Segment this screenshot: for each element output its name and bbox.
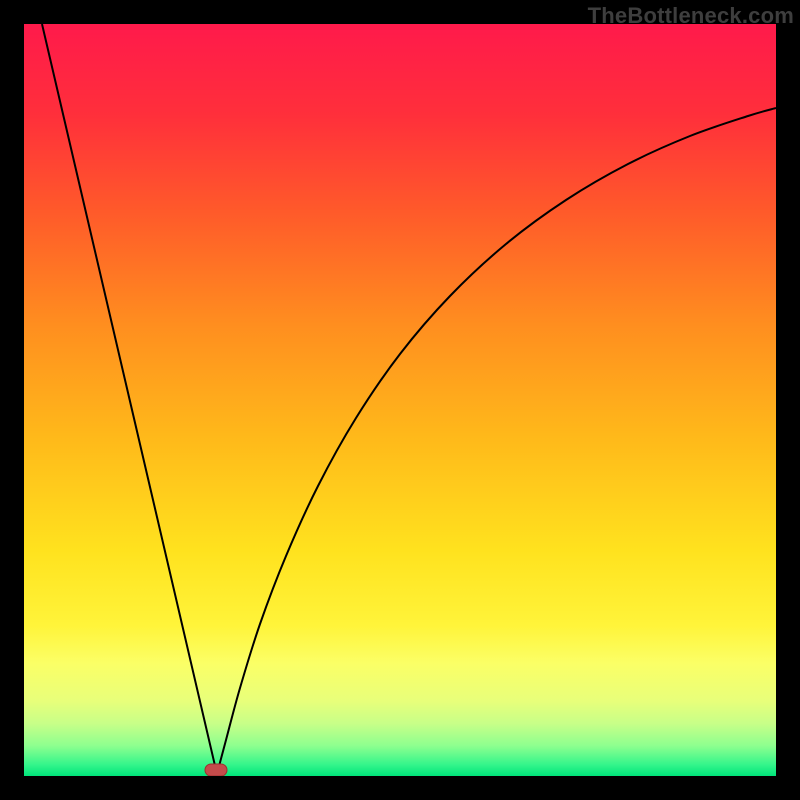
watermark-text: TheBottleneck.com xyxy=(588,3,794,29)
gradient-background xyxy=(24,24,776,776)
minimum-marker xyxy=(205,764,227,776)
plot-area xyxy=(24,24,776,776)
chart-container: TheBottleneck.com xyxy=(0,0,800,800)
bottleneck-chart xyxy=(0,0,800,800)
